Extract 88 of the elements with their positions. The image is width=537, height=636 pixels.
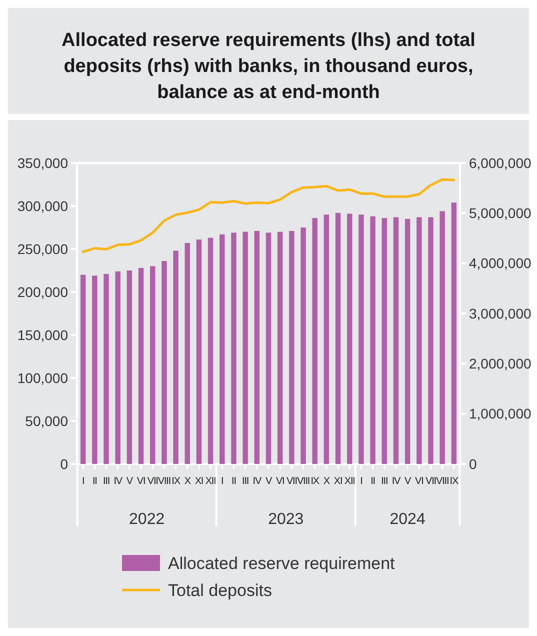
x-tick-label: V xyxy=(404,476,412,487)
x-tick-label: III xyxy=(242,476,249,487)
x-tick-label: V xyxy=(265,476,272,487)
bar xyxy=(404,218,410,464)
x-tick-label: X xyxy=(323,476,330,487)
x-tick-label: II xyxy=(92,476,97,487)
y-tick-label: 150,000 xyxy=(17,326,68,343)
bar xyxy=(370,216,376,464)
bar xyxy=(277,232,283,464)
chart-title: Allocated reserve requirements (lhs) and total deposits (rhs) with banks, in thousand euros, balance as at end-month xyxy=(62,30,476,103)
y2-tick-label: 3,000,000 xyxy=(469,305,532,322)
x-tick-label: XI xyxy=(194,476,204,487)
x-tick-label: IV xyxy=(252,476,262,487)
x-tick-label: I xyxy=(221,476,224,487)
bar xyxy=(266,232,272,464)
x-tick-label: I xyxy=(82,476,84,487)
y2-tick-label: 0 xyxy=(469,456,477,472)
x-tick-label: III xyxy=(381,476,388,487)
bar xyxy=(335,212,341,464)
y-tick-label: 0 xyxy=(60,456,68,472)
bar xyxy=(126,270,132,464)
bar xyxy=(382,218,387,464)
line-series xyxy=(82,178,456,254)
y2-tick-label: 4,000,000 xyxy=(469,255,532,272)
bar xyxy=(138,268,144,464)
bar xyxy=(358,214,364,464)
legend-label: Total deposits xyxy=(168,580,272,600)
bar xyxy=(300,228,306,464)
y2-tick-label: 5,000,000 xyxy=(469,205,532,222)
x-tick-label: II xyxy=(232,476,236,487)
x-tick-label: VII xyxy=(147,476,158,487)
y2-tick-label: 6,000,000 xyxy=(469,154,532,171)
bar xyxy=(312,218,318,464)
bar xyxy=(347,214,352,464)
x-tick-label: II xyxy=(370,476,375,487)
y-tick-label: 50,000 xyxy=(25,412,68,429)
x-tick-label: IX xyxy=(310,476,320,487)
bar xyxy=(393,217,399,464)
x-tick-label: VII xyxy=(286,476,297,487)
y-tick-label: 100,000 xyxy=(17,370,68,386)
bar xyxy=(162,261,167,464)
bar xyxy=(428,217,434,464)
x-tick-label: VII xyxy=(426,476,436,487)
bar xyxy=(220,234,225,464)
x-tick-label: VIII xyxy=(158,476,171,487)
x-tick-label: VI xyxy=(276,476,284,487)
x-tick-label: VIII xyxy=(436,476,449,487)
bar xyxy=(416,217,422,464)
x-tick-label: XI xyxy=(334,476,342,487)
bar xyxy=(80,274,86,464)
y2-tick-label: 2,000,000 xyxy=(469,356,532,372)
y-tick-label: 300,000 xyxy=(17,198,68,214)
text: 2022 xyxy=(129,511,165,528)
bar xyxy=(104,274,109,464)
y2-tick-label: 1,000,000 xyxy=(469,406,532,422)
legend-label: Allocated reserve requirement xyxy=(168,554,396,573)
x-tick-label: VI xyxy=(136,476,146,487)
bar xyxy=(173,250,178,464)
y-tick-label: 250,000 xyxy=(17,240,68,257)
x-tick-label: V xyxy=(126,476,134,487)
x-tick-label: IV xyxy=(392,476,402,487)
x-tick-label: IX xyxy=(450,476,459,487)
x-tick-label: X xyxy=(184,476,192,487)
bar xyxy=(451,202,457,464)
x-tick-label: IX xyxy=(172,476,181,487)
x-tick-label: XII xyxy=(344,476,355,487)
text: 2024 xyxy=(390,511,426,528)
bar xyxy=(254,230,260,464)
bar xyxy=(242,232,248,464)
bar xyxy=(208,238,214,464)
bar xyxy=(324,214,330,464)
bar xyxy=(115,271,120,464)
x-tick-label: I xyxy=(360,476,362,487)
text: 2023 xyxy=(268,511,304,528)
bar xyxy=(92,276,98,464)
bar xyxy=(184,242,190,464)
x-tick-label: VI xyxy=(415,476,424,487)
x-tick-label: VIII xyxy=(296,476,310,487)
x-tick-label: XII xyxy=(205,476,216,487)
x-tick-label: III xyxy=(102,476,110,487)
x-tick-label: IV xyxy=(114,476,123,487)
bar xyxy=(289,230,294,464)
bar xyxy=(440,211,445,464)
bar xyxy=(150,266,156,464)
bar xyxy=(231,232,236,464)
y-tick-label: 200,000 xyxy=(17,284,68,300)
bar xyxy=(196,240,202,464)
y-tick-label: 350,000 xyxy=(17,154,68,171)
